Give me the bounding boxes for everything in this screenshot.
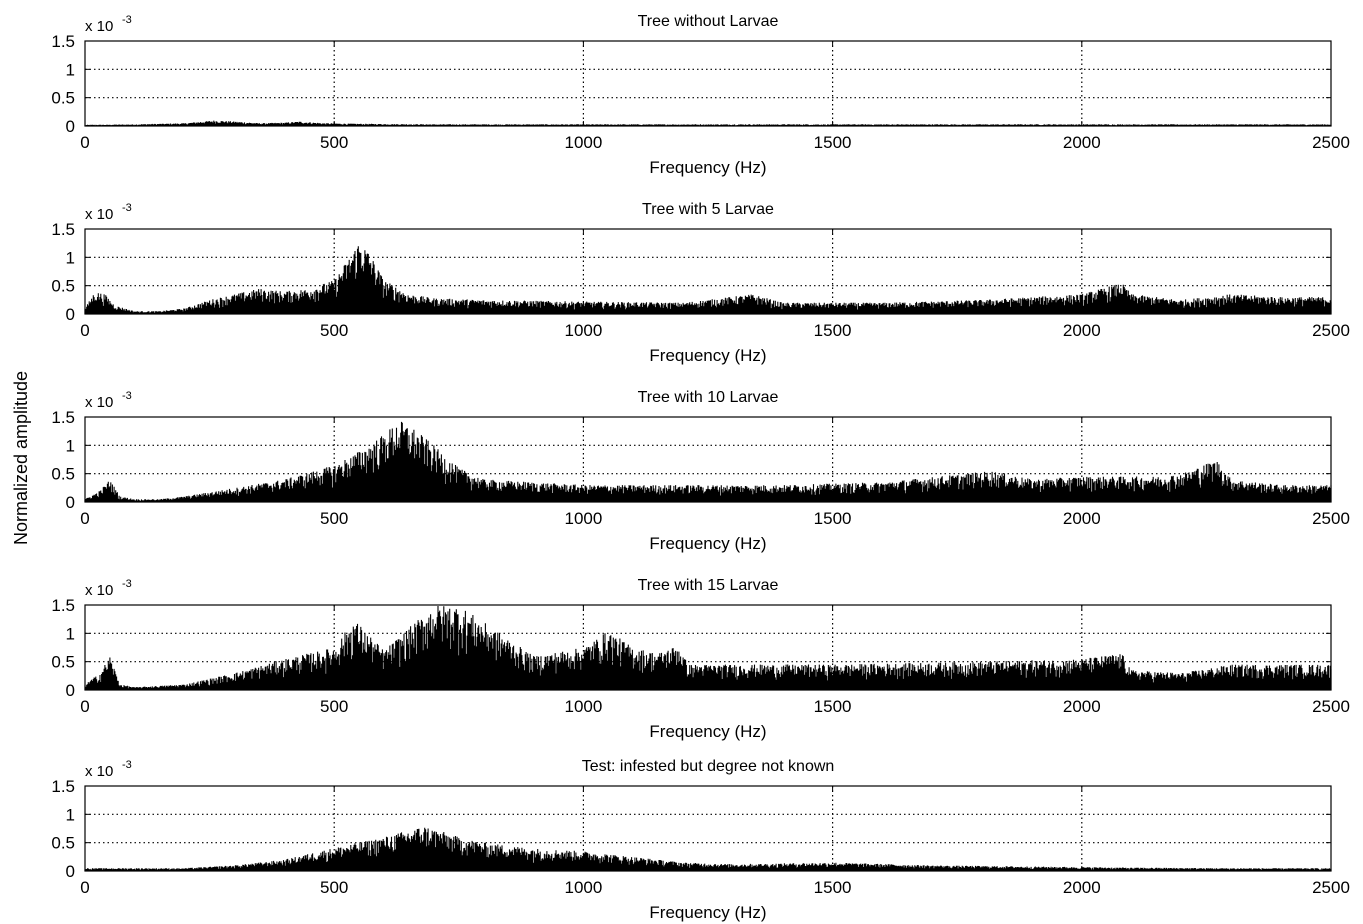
- y-scale-note: x 10: [85, 763, 113, 780]
- x-tick-label: 2500: [1312, 321, 1350, 340]
- y-tick-label: 0: [66, 862, 75, 881]
- x-tick-label: 2000: [1063, 133, 1101, 152]
- chart-panel-5: 0 500 1000 1500 2000 2500 0 0.5 1 1.5 Test: infest…: [51, 758, 1350, 922]
- chart-title: Tree with 10 Larvae: [638, 389, 779, 406]
- x-tick-label: 2000: [1063, 697, 1101, 716]
- y-tick-label: 1.5: [51, 596, 75, 615]
- x-tick-label: 1500: [814, 697, 852, 716]
- x-tick-label: 500: [320, 321, 348, 340]
- x-tick-label: 1500: [814, 878, 852, 897]
- x-tick-label: 0: [80, 509, 89, 528]
- x-axis-label: Frequency (Hz): [649, 722, 766, 741]
- axes-box: [84, 40, 1332, 127]
- x-tick-label: 2000: [1063, 878, 1101, 897]
- y-tick-label: 0: [66, 681, 75, 700]
- y-tick-label: 0.5: [51, 653, 75, 672]
- y-tick-label: 0.5: [51, 465, 75, 484]
- x-tick-label: 2000: [1063, 321, 1101, 340]
- x-axis-label: Frequency (Hz): [649, 158, 766, 177]
- chart-title: Tree without Larvae: [638, 13, 779, 30]
- spectrum-series-1: [84, 421, 1332, 502]
- y-scale-exponent: -3: [122, 759, 132, 771]
- y-tick-label: 0.5: [51, 834, 75, 853]
- x-tick-label: 0: [80, 697, 89, 716]
- chart-title: Tree with 15 Larvae: [638, 577, 779, 594]
- y-tick-label: 1.5: [51, 32, 75, 51]
- y-scale-note: x 10: [85, 394, 113, 411]
- axes-box: [84, 604, 1332, 691]
- x-axis-label: Frequency (Hz): [649, 534, 766, 553]
- y-scale-exponent: -3: [122, 390, 132, 402]
- y-scale-note: x 10: [85, 18, 113, 35]
- y-scale-exponent: -3: [122, 578, 132, 590]
- y-tick-label: 1: [66, 624, 75, 643]
- x-tick-label: 1000: [564, 878, 602, 897]
- y-tick-label: 0: [66, 305, 75, 324]
- y-tick-label: 0.5: [51, 89, 75, 108]
- x-tick-label: 1000: [564, 321, 602, 340]
- chart-title: Test: infested but degree not known: [582, 758, 835, 775]
- x-tick-label: 1500: [814, 133, 852, 152]
- y-tick-label: 1: [66, 805, 75, 824]
- x-tick-label: 2500: [1312, 509, 1350, 528]
- axes-box: [84, 416, 1332, 503]
- x-tick-label: 0: [80, 321, 89, 340]
- y-tick-label: 1.5: [51, 220, 75, 239]
- x-axis-label: Frequency (Hz): [649, 903, 766, 922]
- spectrum-series-1: [84, 246, 1332, 314]
- x-tick-label: 1000: [564, 509, 602, 528]
- chart-title: Tree with 5 Larvae: [642, 201, 774, 218]
- figure-ylabel: Normalized amplitude: [11, 371, 31, 545]
- y-tick-label: 0: [66, 117, 75, 136]
- x-tick-label: 2000: [1063, 509, 1101, 528]
- spectrum-series-1: [84, 606, 1332, 690]
- x-tick-label: 1000: [564, 133, 602, 152]
- y-scale-exponent: -3: [122, 202, 132, 214]
- x-tick-label: 2500: [1312, 878, 1350, 897]
- x-tick-label: 500: [320, 878, 348, 897]
- y-tick-label: 1: [66, 436, 75, 455]
- y-scale-exponent: -3: [122, 14, 132, 26]
- chart-panel-4: 0 500 1000 1500 2000 2500 0 0.5 1 1.5 Tree with 15…: [51, 577, 1350, 741]
- x-tick-label: 1500: [814, 321, 852, 340]
- x-tick-label: 1000: [564, 697, 602, 716]
- chart-panel-3: 0 500 1000 1500 2000 2500 0 0.5 1 1.5 Tree with 10…: [51, 389, 1350, 553]
- x-tick-label: 2500: [1312, 133, 1350, 152]
- x-tick-label: 2500: [1312, 697, 1350, 716]
- y-scale-note: x 10: [85, 582, 113, 599]
- y-tick-label: 1: [66, 248, 75, 267]
- chart-panel-2: 0 500 1000 1500 2000 2500 0 0.5 1 1.5 Tree with 5 …: [51, 201, 1350, 365]
- x-tick-label: 500: [320, 509, 348, 528]
- y-tick-label: 0.5: [51, 277, 75, 296]
- axes-box: [84, 228, 1332, 315]
- x-tick-label: 0: [80, 133, 89, 152]
- y-tick-label: 1.5: [51, 777, 75, 796]
- y-scale-note: x 10: [85, 206, 113, 223]
- x-tick-label: 500: [320, 697, 348, 716]
- x-tick-label: 1500: [814, 509, 852, 528]
- x-axis-label: Frequency (Hz): [649, 346, 766, 365]
- x-tick-label: 500: [320, 133, 348, 152]
- y-tick-label: 0: [66, 493, 75, 512]
- axes-box: [84, 785, 1332, 872]
- chart-panel-1: 0 500 1000 1500 2000 2500 0 0.5 1 1.5 Tree without…: [51, 13, 1350, 177]
- y-tick-label: 1.5: [51, 408, 75, 427]
- x-tick-label: 0: [80, 878, 89, 897]
- spectrum-series-1: [84, 827, 1332, 871]
- spectrum-series-1: [84, 120, 1332, 126]
- y-tick-label: 1: [66, 60, 75, 79]
